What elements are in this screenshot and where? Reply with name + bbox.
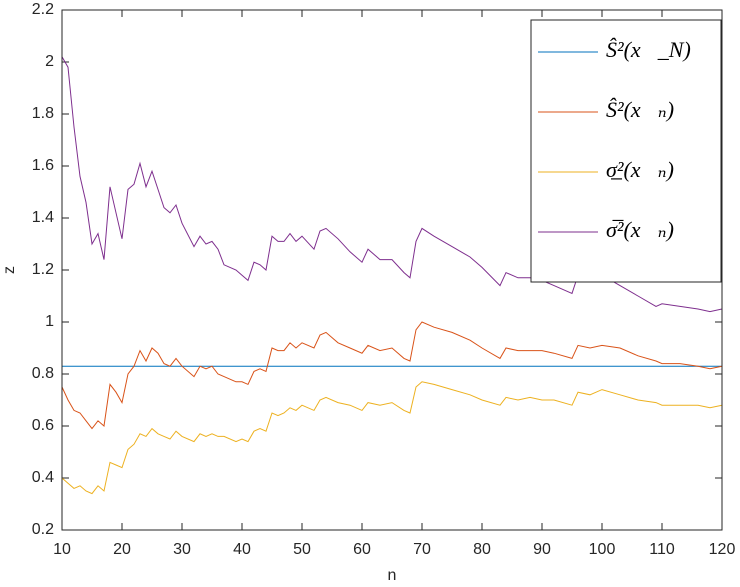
x-tick-label: 20	[113, 541, 131, 558]
x-tick-label: 50	[293, 541, 311, 558]
y-tick-label: 2	[45, 53, 54, 70]
x-tick-label: 30	[173, 541, 191, 558]
x-tick-label: 40	[233, 541, 251, 558]
y-tick-label: 2.2	[32, 1, 54, 18]
x-tick-label: 110	[649, 541, 675, 558]
legend-label: Ŝ²(x⃗ₙ)	[606, 97, 674, 122]
x-tick-label: 70	[413, 541, 431, 558]
y-tick-label: 1.8	[32, 105, 54, 122]
y-tick-label: 1	[45, 313, 54, 330]
series-line	[61, 321, 723, 430]
y-tick-label: 0.8	[32, 365, 54, 382]
y-tick-label: 0.4	[32, 469, 54, 486]
y-tick-label: 1.4	[32, 209, 54, 226]
plot-frame	[61, 9, 723, 531]
y-tick-label: 0.2	[32, 521, 54, 538]
legend-label: Ŝ²(x⃗_N)	[606, 37, 691, 62]
y-tick-label: 1.6	[32, 157, 54, 174]
y-axis-label: z	[1, 266, 18, 274]
x-axis-label: n	[388, 567, 397, 584]
legend-box	[530, 19, 722, 283]
series-line	[61, 381, 723, 495]
legend-label: σ̅²(x⃗ₙ)	[606, 217, 674, 242]
x-tick-label: 90	[533, 541, 551, 558]
x-tick-label: 120	[709, 541, 736, 558]
x-tick-label: 10	[53, 541, 71, 558]
x-tick-label: 60	[353, 541, 371, 558]
y-tick-label: 0.6	[32, 417, 54, 434]
x-tick-label: 100	[589, 541, 616, 558]
legend-label: σ̲²(x⃗ₙ)	[606, 157, 674, 182]
series-line	[61, 56, 723, 313]
y-tick-label: 1.2	[32, 261, 54, 278]
x-tick-label: 80	[473, 541, 491, 558]
